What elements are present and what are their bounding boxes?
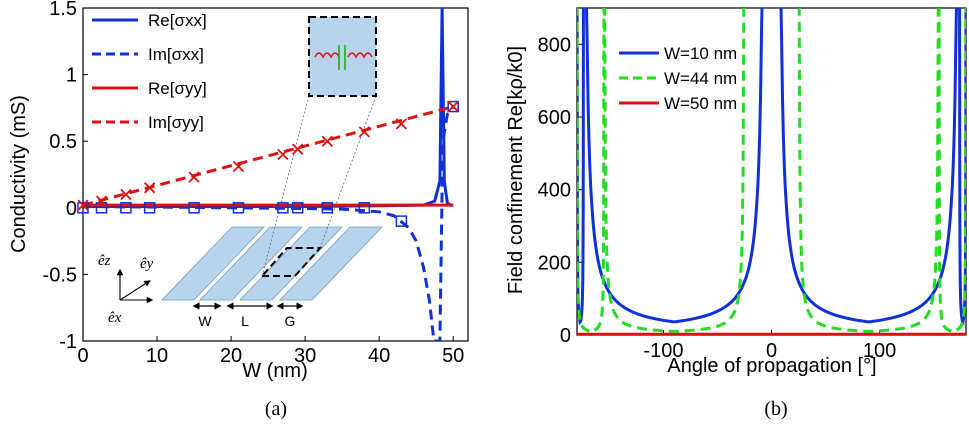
panel-a-ticks: 0 10 20 30 40 50 -1 -0.5 0 0.5 1 1.5 [43,0,465,367]
square-marker [143,202,156,214]
zoom-line [261,95,310,277]
panel-b-xtick-label: 100 [863,340,896,362]
panel-a-ytick-label: 1.5 [49,0,77,20]
inset-label-l: L [241,313,249,329]
panel-a-inset: W L Gêz êy êx [98,16,383,329]
legend-label-2: Re[σyy] [148,79,207,98]
series-line-b-0-seg-1 [585,8,764,324]
legend-label-1: Im[σxx] [148,45,204,64]
inductor-icon [314,52,340,59]
panel-a-xtick-label: 40 [368,345,390,367]
panel-a-xlabel: W (nm) [242,360,308,382]
cross-marker [188,171,200,183]
cross-marker [77,199,89,211]
panel-b-ytick-label: 0 [560,325,571,347]
cross-marker [395,118,408,130]
panel-a-ytick-label: 0 [66,198,77,220]
panel-b-ytick-label: 200 [538,252,571,274]
series-line-1 [83,105,455,341]
cross-marker [120,188,132,201]
zoom-line [319,95,377,249]
panel-a-xtick-label: 30 [294,345,316,367]
square-marker [358,202,371,214]
square-marker [77,202,89,214]
series-line-b-1-seg-0 [577,8,606,334]
legend-label-b-1: W=44 nm [664,69,737,88]
square-marker [277,202,289,214]
legend-label-3: Im[σyy] [148,113,204,132]
panel-b-series [577,8,966,336]
square-marker [120,202,132,214]
panel-b-xtick-label: 0 [766,340,777,362]
nanoribbon-strip [239,226,343,301]
panel-a: 0 10 20 30 40 50 -1 -0.5 0 0.5 1 1.5 W L Gêz êy êx Re[σ… [8,0,469,420]
cross-marker [143,182,156,194]
panel-b-xtick-label: -100 [643,340,683,362]
panel-b-ytick-label: 400 [538,180,571,202]
panel-b-ytick-label: 600 [538,107,571,129]
cross-marker [447,100,459,113]
series-line-b-0-seg-2 [779,8,958,324]
cross-marker [95,195,108,207]
panel-b-ytick-label: 800 [538,34,571,56]
panel-b-ylabel-text: Field confinement Re[kρ/k0] [505,46,527,294]
series-line-b-1-seg-2 [797,8,940,333]
inset-label-g: G [285,313,296,329]
panel-a-ytick-label: 1 [66,65,77,87]
legend-label-b-2: W=50 nm [664,94,737,113]
cross-marker [358,126,370,138]
cross-marker [321,135,333,147]
legend-label-0: Re[σxx] [148,11,207,30]
panel-a-xtick-label: 50 [442,345,464,367]
legend-label-b-0: W=10 nm [664,44,737,63]
square-marker [395,215,408,227]
basis-label-z: êz [98,253,111,269]
cross-marker [277,148,289,161]
panel-a-ytick-label: -1 [59,331,77,353]
panel-a-caption: (a) [265,398,287,420]
panel-a-markers [77,100,459,227]
series-line-b-1-seg-3 [937,8,966,334]
basis-arrow-y [119,280,151,301]
panel-b-plot-area [576,7,967,336]
square-marker [291,202,304,214]
panel-b: -100 0 100 0 200 400 600 800 W=10 nm W=44 nm W=50… [505,7,967,420]
square-marker [321,202,334,214]
nanoribbon-strip [279,226,383,301]
panel-a-legend: Re[σxx] Im[σxx] Re[σyy] Im[σyy] [92,11,207,132]
panel-a-xtick-label: 0 [77,345,88,367]
basis-label-y: êy [140,256,154,272]
inset-label-w: W [198,313,212,329]
panel-b-legend: W=10 nm W=44 nm W=50 nm [619,44,737,113]
nanoribbon-strip [199,226,303,301]
cross-marker [232,160,245,173]
square-marker [188,202,200,214]
basis-label-x: êx [108,310,122,326]
series-line-b-1-seg-1 [603,8,746,333]
panel-a-ytick-label: 0.5 [49,131,77,153]
circuit-inset-box [308,16,377,97]
panel-a-ytick-label: -0.5 [43,264,77,286]
cross-marker [292,143,304,155]
panel-b-caption: (b) [764,398,787,420]
square-marker [447,100,459,113]
panel-b-xlabel: Angle of propagation [°] [667,355,876,377]
panel-a-ylabel: Conductivity (mS) [8,95,30,253]
panel-a-xtick-label: 20 [220,345,242,367]
panel-a-xtick-label: 10 [146,345,168,367]
nanoribbon-strip [161,226,265,301]
square-marker [95,202,108,214]
panel-b-ylabel: Field confinement Re[kρ/k0] [505,46,527,294]
square-marker [232,202,245,214]
inductor-icon [347,52,373,59]
